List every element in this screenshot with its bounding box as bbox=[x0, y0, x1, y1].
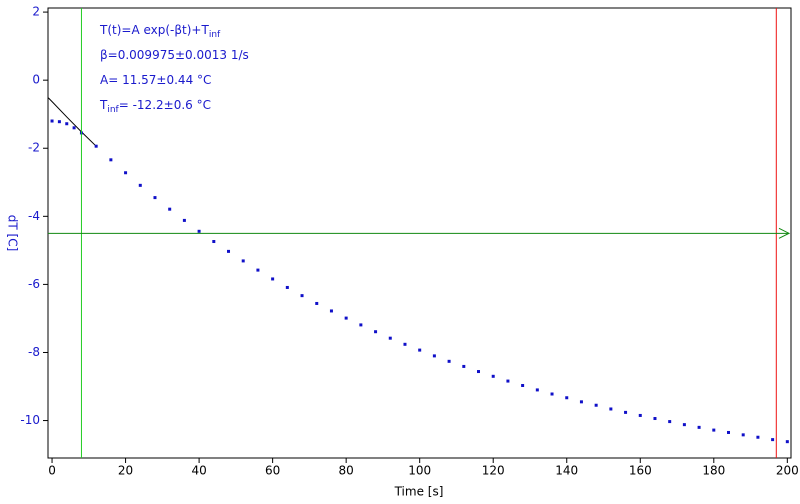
data-point bbox=[315, 301, 319, 305]
data-point bbox=[535, 388, 539, 392]
y-tick-label: 0 bbox=[32, 73, 40, 87]
data-point bbox=[65, 122, 69, 126]
data-point bbox=[94, 144, 98, 148]
data-point bbox=[565, 396, 569, 400]
annotation-text: T(t)=A exp(-βt)+T bbox=[99, 23, 209, 37]
data-point bbox=[388, 336, 392, 340]
data-point bbox=[109, 158, 113, 162]
y-tick-label: -6 bbox=[28, 277, 40, 291]
data-point bbox=[594, 403, 598, 407]
y-axis-label: dT [C] bbox=[6, 215, 20, 252]
data-point bbox=[771, 438, 775, 442]
data-point bbox=[138, 183, 142, 187]
annotation-text: = -12.2±0.6 °C bbox=[119, 98, 211, 112]
x-tick-label: 40 bbox=[191, 464, 206, 478]
data-point bbox=[432, 354, 436, 358]
x-tick-label: 160 bbox=[629, 464, 652, 478]
data-point bbox=[712, 428, 716, 432]
x-tick-label: 100 bbox=[408, 464, 431, 478]
x-tick-label: 20 bbox=[118, 464, 133, 478]
data-point bbox=[50, 119, 54, 123]
data-point bbox=[227, 249, 231, 253]
data-point bbox=[153, 196, 157, 200]
data-point bbox=[491, 374, 495, 378]
x-tick-label: 120 bbox=[482, 464, 505, 478]
data-point bbox=[124, 171, 128, 175]
annotation-text: T bbox=[99, 98, 108, 112]
fit-line bbox=[48, 97, 97, 147]
data-point bbox=[624, 410, 628, 414]
data-point bbox=[447, 359, 451, 363]
subscript: inf bbox=[209, 30, 221, 40]
x-tick-label: 180 bbox=[702, 464, 725, 478]
x-axis-label: Time [s] bbox=[394, 485, 444, 499]
data-point bbox=[300, 294, 304, 298]
data-point bbox=[57, 120, 61, 124]
x-tick-label: 0 bbox=[48, 464, 56, 478]
data-point bbox=[285, 285, 289, 289]
data-point bbox=[241, 259, 245, 263]
cursor-arrow bbox=[778, 227, 791, 239]
data-point bbox=[374, 330, 378, 334]
y-tick-label: -10 bbox=[20, 413, 40, 427]
x-tick-label: 80 bbox=[339, 464, 354, 478]
data-point bbox=[271, 277, 275, 281]
data-point bbox=[403, 342, 407, 346]
data-point bbox=[197, 229, 201, 233]
data-point bbox=[182, 218, 186, 222]
data-point bbox=[550, 392, 554, 396]
y-tick-label: -2 bbox=[28, 141, 40, 155]
data-point bbox=[609, 407, 613, 411]
data-point bbox=[212, 240, 216, 244]
data-point bbox=[697, 425, 701, 429]
data-point bbox=[727, 430, 731, 434]
data-point bbox=[521, 383, 525, 387]
y-tick-label: -8 bbox=[28, 345, 40, 359]
fit-annotation: A= 11.57±0.44 °C bbox=[100, 73, 211, 87]
data-point bbox=[638, 413, 642, 417]
data-point bbox=[653, 417, 657, 421]
data-point bbox=[344, 316, 348, 320]
data-point bbox=[756, 435, 760, 439]
data-point bbox=[579, 400, 583, 404]
y-tick-label: 2 bbox=[32, 5, 40, 19]
y-tick-label: -4 bbox=[28, 209, 40, 223]
fit-annotation: β=0.009975±0.0013 1/s bbox=[100, 48, 249, 62]
data-point bbox=[256, 268, 260, 272]
data-point bbox=[72, 126, 76, 130]
data-point bbox=[329, 309, 333, 313]
data-point bbox=[418, 348, 422, 352]
data-point bbox=[682, 423, 686, 427]
data-point bbox=[477, 370, 481, 374]
data-point bbox=[668, 420, 672, 424]
subscript: inf bbox=[107, 105, 119, 115]
data-point bbox=[785, 440, 789, 444]
data-point bbox=[462, 364, 466, 368]
x-tick-label: 200 bbox=[776, 464, 799, 478]
data-point bbox=[506, 379, 510, 383]
data-point bbox=[168, 207, 172, 211]
fit-annotation: T(t)=A exp(-βt)+Tinf bbox=[99, 23, 221, 40]
fit-annotation: Tinf= -12.2±0.6 °C bbox=[99, 98, 211, 115]
data-point bbox=[359, 323, 363, 327]
annotation-text: β=0.009975±0.0013 1/s bbox=[100, 48, 249, 62]
data-point bbox=[741, 433, 745, 437]
x-tick-label: 140 bbox=[555, 464, 578, 478]
annotation-text: A= 11.57±0.44 °C bbox=[100, 73, 211, 87]
x-tick-label: 60 bbox=[265, 464, 280, 478]
